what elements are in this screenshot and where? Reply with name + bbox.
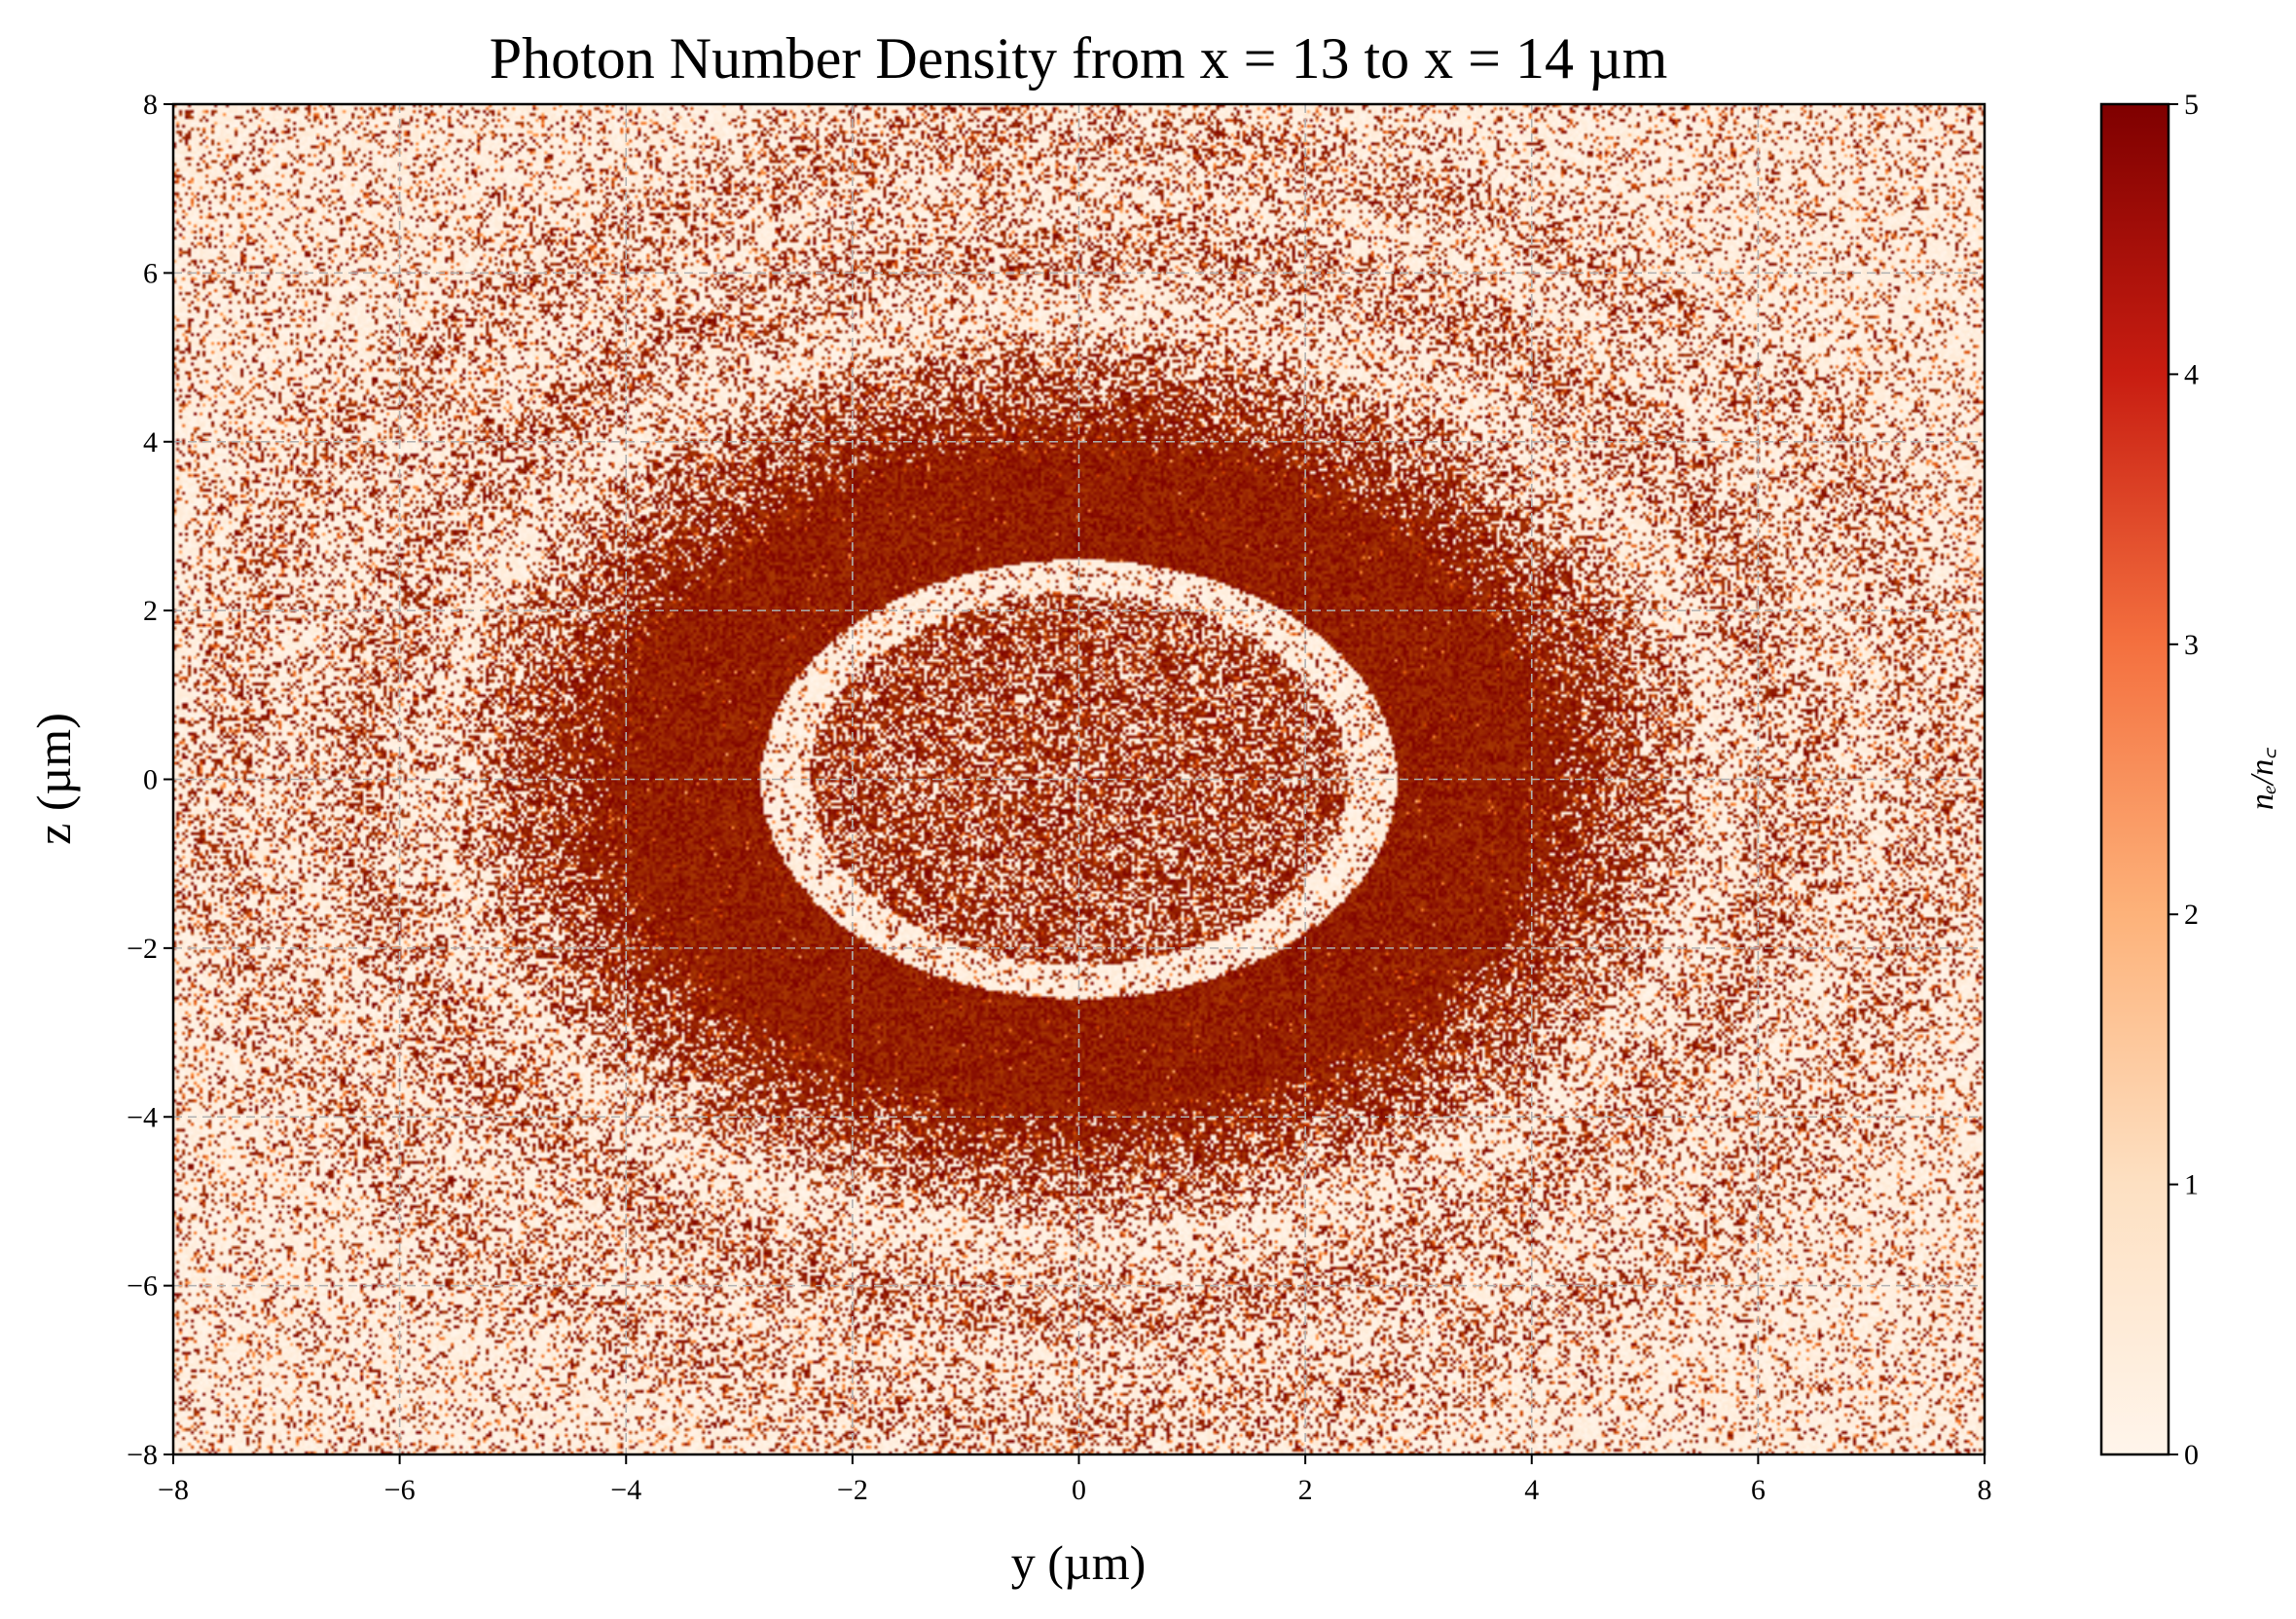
colorbar: 0 1 2 3 4 5 nₑ/n꜀ — [2099, 89, 2280, 1471]
y-axis-ticks: 8 6 4 2 0 −2 −4 −6 −8 — [127, 89, 173, 1471]
colorbar-tick-label: 2 — [2184, 899, 2199, 931]
x-tick-label: 2 — [1298, 1474, 1313, 1506]
x-axis-label: y (µm) — [1011, 1535, 1147, 1590]
x-tick-label: −4 — [610, 1474, 641, 1506]
y-tick-label: −6 — [127, 1270, 158, 1303]
x-tick-label: −8 — [158, 1474, 189, 1506]
x-tick-label: −2 — [837, 1474, 868, 1506]
plot-area — [173, 104, 1985, 1454]
y-tick-label: 8 — [143, 89, 158, 121]
grid-lines — [173, 104, 1985, 1454]
x-tick-label: 4 — [1524, 1474, 1539, 1506]
colorbar-tick-label: 4 — [2184, 358, 2199, 390]
y-tick-label: 2 — [143, 595, 158, 627]
x-axis-ticks: −8 −6 −4 −2 0 2 4 6 8 — [158, 1454, 1992, 1506]
x-tick-label: 8 — [1978, 1474, 1992, 1506]
y-tick-label: −4 — [127, 1101, 158, 1133]
colorbar-tick-label: 1 — [2184, 1169, 2199, 1201]
chart-title: Photon Number Density from x = 13 to x =… — [490, 26, 1668, 91]
colorbar-gradient — [2099, 102, 2170, 1456]
y-tick-label: 0 — [143, 764, 158, 796]
y-tick-label: −8 — [127, 1439, 158, 1471]
colorbar-ticks: 0 1 2 3 4 5 — [2168, 89, 2199, 1471]
x-tick-label: 6 — [1751, 1474, 1766, 1506]
x-tick-label: 0 — [1072, 1474, 1086, 1506]
y-tick-label: −2 — [127, 933, 158, 965]
y-tick-label: 4 — [143, 426, 158, 459]
colorbar-tick-label: 3 — [2184, 629, 2199, 661]
colorbar-tick-label: 0 — [2184, 1439, 2199, 1471]
y-axis-label: z (µm) — [26, 713, 81, 845]
colorbar-tick-label: 5 — [2184, 89, 2199, 121]
colorbar-label: nₑ/n꜀ — [2244, 748, 2280, 810]
x-tick-label: −6 — [384, 1474, 416, 1506]
y-tick-label: 6 — [143, 257, 158, 289]
